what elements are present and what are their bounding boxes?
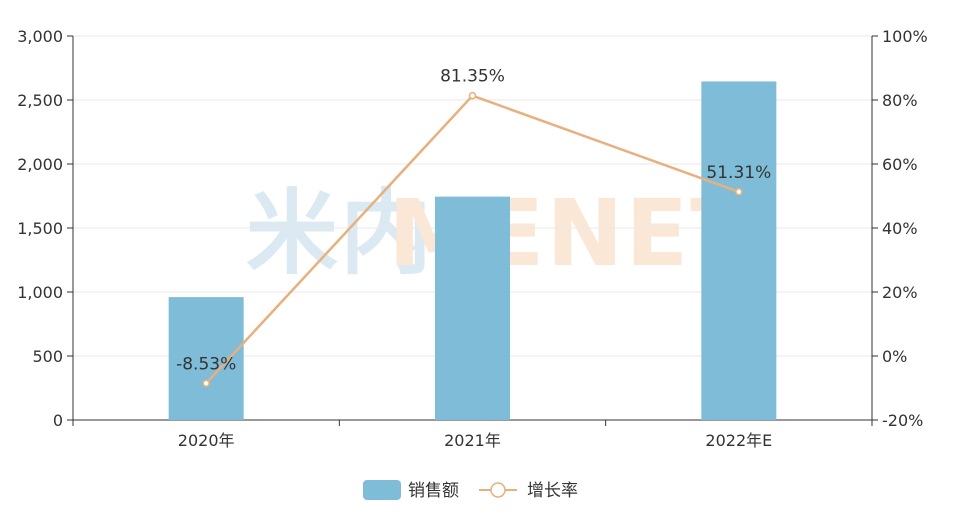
y-left-tick-label: 1,000	[17, 283, 63, 302]
growth-point	[468, 91, 477, 100]
y-left-tick-label: 0	[53, 411, 63, 430]
growth-data-label: -8.53%	[176, 354, 236, 374]
bar	[701, 81, 777, 420]
growth-point	[202, 379, 210, 388]
y-right-tick-label: 40%	[882, 219, 918, 238]
x-tick-label: 2020年	[178, 431, 235, 450]
legend-marker-growth	[490, 482, 506, 498]
y-right-tick-label: 80%	[882, 91, 918, 110]
legend-label-sales: 销售额	[408, 481, 459, 501]
watermark-cn: 米内	[246, 180, 434, 287]
y-left-tick-label: 1,500	[17, 219, 63, 238]
y-left-tick-label: 3,000	[17, 27, 63, 46]
growth-point	[735, 188, 743, 196]
y-right-tick-label: 60%	[882, 155, 918, 174]
y-right-tick-label: 0%	[882, 347, 907, 366]
x-tick-label: 2022年E	[705, 431, 772, 450]
y-right-tick-label: 20%	[882, 283, 918, 302]
x-tick-label: 2021年	[444, 431, 501, 450]
growth-data-label: 81.35%	[440, 67, 505, 87]
bar	[435, 196, 510, 420]
y-left-tick-label: 2,000	[17, 155, 63, 174]
y-right-tick-label: -20%	[882, 411, 923, 430]
y-left-tick-label: 500	[32, 347, 63, 366]
legend-swatch-sales	[363, 480, 401, 500]
bar	[168, 297, 244, 420]
growth-data-label: 51.31%	[706, 163, 771, 183]
y-right-tick-label: 100%	[882, 27, 928, 46]
y-left-tick-label: 2,500	[17, 91, 63, 110]
legend-label-growth: 增长率	[527, 481, 578, 501]
